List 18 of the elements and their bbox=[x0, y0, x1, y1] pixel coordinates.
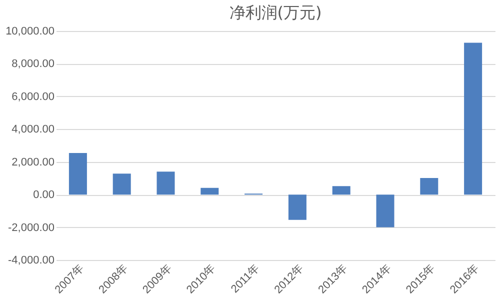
y-tick-label: -4,000.00 bbox=[8, 254, 54, 266]
chart-title: 净利润(万元) bbox=[229, 3, 322, 22]
bar bbox=[288, 194, 306, 220]
bar bbox=[156, 172, 175, 195]
bar bbox=[112, 174, 131, 195]
y-tick-label: 10,000.00 bbox=[6, 26, 54, 38]
y-tick-label: -2,000.00 bbox=[8, 222, 54, 234]
bar bbox=[376, 194, 394, 228]
bar bbox=[200, 188, 219, 195]
y-tick-label: 0.00 bbox=[33, 189, 54, 202]
bar bbox=[464, 42, 482, 195]
y-tick-label: 6,000.00 bbox=[12, 90, 54, 103]
y-tick-label: 8,000.00 bbox=[12, 58, 54, 70]
bar bbox=[332, 186, 350, 195]
y-tick-label: 4,000.00 bbox=[12, 124, 54, 136]
y-tick-label: 2,000.00 bbox=[12, 156, 54, 168]
bar bbox=[68, 153, 87, 195]
bar bbox=[420, 178, 438, 195]
